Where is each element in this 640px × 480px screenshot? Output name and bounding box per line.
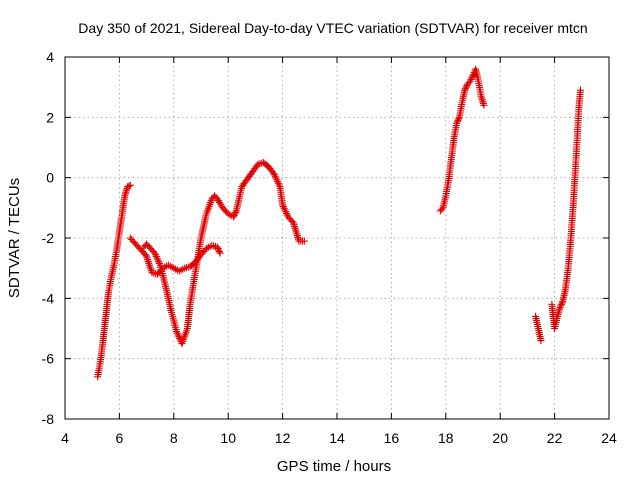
data-point: [462, 83, 470, 91]
data-point: [215, 246, 223, 254]
data-point: [275, 181, 283, 189]
data-point: [455, 115, 463, 123]
x-tick-label: 8: [170, 430, 178, 446]
x-tick-label: 10: [220, 430, 236, 446]
data-point: [453, 118, 461, 126]
data-point: [280, 204, 288, 212]
data-point: [215, 248, 223, 256]
data-point: [230, 211, 238, 219]
y-tick-labels: -8 -6 -4 -2 0 2 4: [42, 49, 55, 427]
data-point: [454, 116, 462, 124]
data-point: [558, 299, 566, 307]
x-tick-label: 22: [547, 430, 563, 446]
data-point: [281, 206, 289, 214]
data-point: [152, 251, 160, 259]
data-point: [271, 172, 279, 180]
data-point: [282, 209, 290, 217]
chart-title: Day 350 of 2021, Sidereal Day-to-day VTE…: [78, 20, 587, 36]
data-point: [453, 119, 461, 127]
data-point: [557, 300, 565, 308]
data-point: [213, 243, 221, 251]
data-point: [469, 72, 477, 80]
data-point: [152, 253, 160, 261]
x-tick-label: 24: [601, 430, 617, 446]
data-point: [232, 208, 240, 216]
x-tick-label: 16: [384, 430, 400, 446]
data-point: [231, 210, 239, 218]
data-point: [214, 245, 222, 253]
data-point: [282, 208, 290, 216]
data-point: [576, 86, 584, 94]
data-point: [174, 331, 182, 339]
x-tick-labels: 4 6 8 10 12 14 16 18 20 22 24: [61, 430, 617, 446]
data-point: [154, 256, 162, 264]
data-point: [467, 75, 475, 83]
y-tick-label: -6: [42, 351, 55, 367]
plot-frame: [64, 56, 610, 420]
y-axis-label: SDTVAR / TECUs: [6, 178, 23, 298]
data-point: [155, 259, 163, 267]
x-tick-label: 18: [438, 430, 454, 446]
data-point: [125, 182, 133, 190]
data-point: [537, 337, 545, 345]
data-point: [272, 174, 280, 182]
grid-lines: [65, 57, 609, 419]
axis-ticks: [64, 56, 610, 420]
data-point: [556, 303, 564, 311]
data-point: [155, 258, 163, 266]
y-tick-label: -4: [42, 290, 55, 306]
data-point: [480, 101, 488, 109]
y-tick-label: -2: [42, 230, 55, 246]
data-point: [173, 328, 181, 336]
y-tick-label: -8: [42, 411, 55, 427]
data-point: [216, 249, 224, 257]
data-point: [462, 85, 470, 93]
y-tick-label: 4: [46, 49, 54, 65]
data-point: [274, 179, 282, 187]
data-point: [274, 178, 282, 186]
x-tick-label: 14: [329, 430, 345, 446]
data-point: [438, 205, 446, 213]
x-tick-label: 4: [61, 430, 69, 446]
data-point: [468, 74, 476, 82]
data-point: [279, 203, 287, 211]
x-tick-label: 12: [275, 430, 291, 446]
data-point: [126, 181, 134, 189]
data-point: [273, 176, 281, 184]
data-point: [230, 213, 238, 221]
data-point: [557, 302, 565, 310]
data-point: [466, 77, 474, 85]
data-point: [270, 171, 278, 179]
data-point: [279, 201, 287, 209]
x-tick-label: 6: [116, 430, 124, 446]
y-tick-label: 0: [46, 170, 54, 186]
data-point: [173, 329, 181, 337]
data-point: [461, 86, 469, 94]
y-tick-label: 2: [46, 109, 54, 125]
data-point: [153, 254, 161, 262]
x-tick-label: 20: [492, 430, 508, 446]
data-point: [175, 333, 183, 341]
data-points: [94, 65, 584, 381]
x-axis-label: GPS time / hours: [277, 458, 391, 475]
data-point: [151, 249, 159, 257]
data-point: [300, 237, 308, 245]
